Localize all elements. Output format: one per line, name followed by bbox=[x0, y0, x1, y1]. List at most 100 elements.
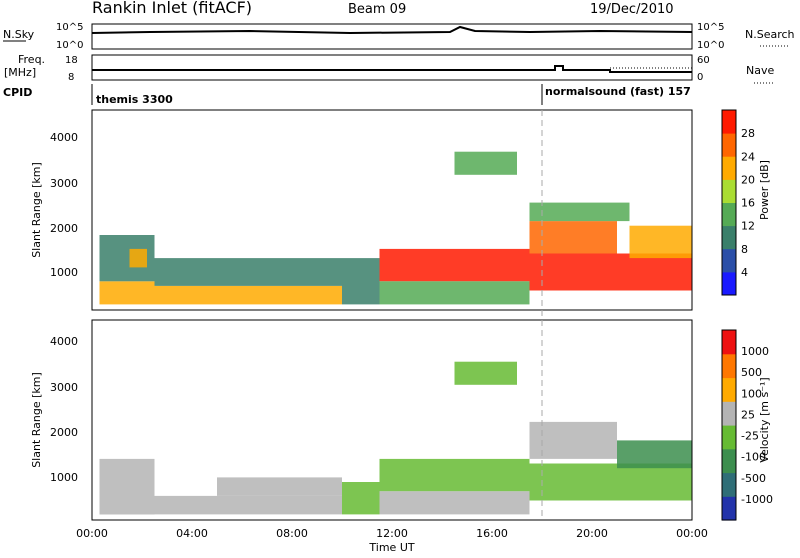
heatmap-cell bbox=[217, 477, 342, 496]
xtick-0000: 00:00 bbox=[76, 527, 108, 540]
date-label: 19/Dec/2010 bbox=[590, 2, 674, 17]
xtick-0400: 04:00 bbox=[176, 527, 208, 540]
freq-unit: [MHz] bbox=[4, 66, 36, 79]
colorbar-swatch bbox=[722, 133, 736, 157]
colorbar-label: 500 bbox=[741, 366, 762, 379]
nave-label: Nave bbox=[746, 64, 774, 77]
heatmap-cell bbox=[154, 285, 342, 305]
velocity-ytick-3000: 3000 bbox=[50, 381, 78, 394]
velocity-ytick-4000: 4000 bbox=[50, 335, 78, 348]
colorbar-swatch bbox=[722, 401, 736, 426]
velocity-colorbar-title: Velocity [m s⁻¹] bbox=[758, 377, 771, 462]
nave-tick-bottom: 0 bbox=[697, 72, 703, 83]
colorbar-swatch bbox=[722, 377, 736, 402]
colorbar-label: 4 bbox=[741, 266, 748, 279]
nsearch-label: N.Search bbox=[745, 28, 795, 41]
power-y-axis: 4000 3000 2000 1000 bbox=[50, 131, 78, 279]
heatmap-cell bbox=[617, 440, 692, 469]
heatmap-cell bbox=[529, 221, 617, 254]
heatmap-cell bbox=[454, 361, 517, 385]
xtick-0000-end: 00:00 bbox=[676, 527, 708, 540]
colorbar-label: 25 bbox=[741, 408, 755, 421]
velocity-colorbar: 1000 500 100 25 -25 -100 -500 -1000 bbox=[721, 329, 773, 521]
power-ytick-2000: 2000 bbox=[50, 222, 78, 235]
cpid-segment-1: themis 3300 bbox=[96, 93, 173, 106]
beam-label: Beam 09 bbox=[348, 2, 406, 17]
colorbar-label: -100 bbox=[741, 451, 766, 464]
power-ytick-1000: 1000 bbox=[50, 266, 78, 279]
xtick-1200: 12:00 bbox=[376, 527, 408, 540]
colorbar-swatch bbox=[722, 156, 736, 180]
nsky-strip-frame bbox=[91, 23, 693, 50]
colorbar-label: 12 bbox=[741, 220, 755, 233]
nsky-tick-top: 10^5 bbox=[56, 22, 83, 33]
heatmap-cell bbox=[379, 458, 530, 492]
freq-tick-top: 18 bbox=[65, 55, 78, 66]
colorbar-swatch bbox=[722, 225, 736, 250]
velocity-ylabel: Slant Range [km] bbox=[30, 372, 43, 468]
xaxis-label: Time UT bbox=[368, 541, 414, 554]
velocity-heatmap bbox=[99, 361, 692, 515]
heatmap-cell bbox=[342, 258, 380, 305]
nsearch-tick-bottom: 10^0 bbox=[697, 40, 724, 51]
power-ylabel: Slant Range [km] bbox=[30, 162, 43, 258]
station-title: Rankin Inlet (fitACF) bbox=[92, 0, 252, 17]
nsky-trace bbox=[91, 25, 693, 35]
colorbar-label: 100 bbox=[741, 387, 762, 400]
power-colorbar-title: Power [dB] bbox=[758, 160, 771, 220]
power-colorbar: 28 24 20 16 12 8 4 bbox=[721, 109, 755, 296]
heatmap-cell bbox=[629, 225, 692, 259]
heatmap-cell bbox=[342, 482, 380, 515]
heatmap-cell bbox=[154, 258, 342, 286]
colorbar-label: 1000 bbox=[741, 345, 769, 358]
xtick-1600: 16:00 bbox=[476, 527, 508, 540]
nave-tick-top: 60 bbox=[697, 55, 710, 66]
velocity-y-axis: 4000 3000 2000 1000 bbox=[50, 335, 78, 484]
colorbar-swatch bbox=[722, 353, 736, 379]
xtick-0800: 08:00 bbox=[276, 527, 308, 540]
freq-strip-frame bbox=[91, 54, 693, 81]
x-axis: 00:00 04:00 08:00 12:00 16:00 20:00 00:0… bbox=[76, 527, 708, 540]
heatmap-cell bbox=[529, 463, 692, 501]
xtick-2000: 20:00 bbox=[576, 527, 608, 540]
heatmap-cell bbox=[129, 248, 147, 268]
velocity-ytick-2000: 2000 bbox=[50, 426, 78, 439]
nsearch-tick-top: 10^5 bbox=[697, 22, 724, 33]
freq-label: Freq. bbox=[18, 53, 45, 66]
colorbar-swatch bbox=[722, 110, 736, 134]
heatmap-cell bbox=[529, 202, 630, 222]
colorbar-swatch bbox=[722, 271, 736, 296]
nsky-tick-bottom: 10^0 bbox=[56, 40, 83, 51]
colorbar-swatch bbox=[722, 330, 736, 355]
heatmap-cell bbox=[379, 281, 530, 305]
colorbar-label: -500 bbox=[741, 472, 766, 485]
cpid-label: CPID bbox=[3, 86, 32, 99]
colorbar-swatch bbox=[722, 448, 736, 474]
colorbar-frame bbox=[721, 109, 737, 296]
freq-tick-bottom: 8 bbox=[68, 72, 74, 83]
heatmap-cell bbox=[454, 151, 517, 175]
colorbar-label: 28 bbox=[741, 127, 755, 140]
heatmap-cell bbox=[379, 491, 530, 515]
colorbar-swatch bbox=[722, 179, 736, 203]
colorbar-swatch bbox=[722, 496, 736, 521]
colorbar-label: 16 bbox=[741, 197, 755, 210]
colorbar-swatch bbox=[722, 472, 736, 497]
colorbar-label: -1000 bbox=[741, 493, 773, 506]
heatmap-cell bbox=[379, 248, 530, 282]
cpid-segment-2: normalsound (fast) 157 bbox=[545, 85, 691, 98]
heatmap-cell bbox=[99, 458, 155, 515]
freq-trace bbox=[92, 65, 692, 73]
power-heatmap bbox=[99, 151, 692, 305]
power-ytick-4000: 4000 bbox=[50, 131, 78, 144]
colorbar-label: 24 bbox=[741, 150, 755, 163]
colorbar-swatch bbox=[722, 202, 736, 227]
velocity-panel-frame bbox=[91, 319, 693, 521]
colorbar-label: 20 bbox=[741, 173, 755, 186]
colorbar-label: -25 bbox=[741, 430, 759, 443]
power-ytick-3000: 3000 bbox=[50, 177, 78, 190]
velocity-ytick-1000: 1000 bbox=[50, 471, 78, 484]
colorbar-swatch bbox=[722, 248, 736, 273]
